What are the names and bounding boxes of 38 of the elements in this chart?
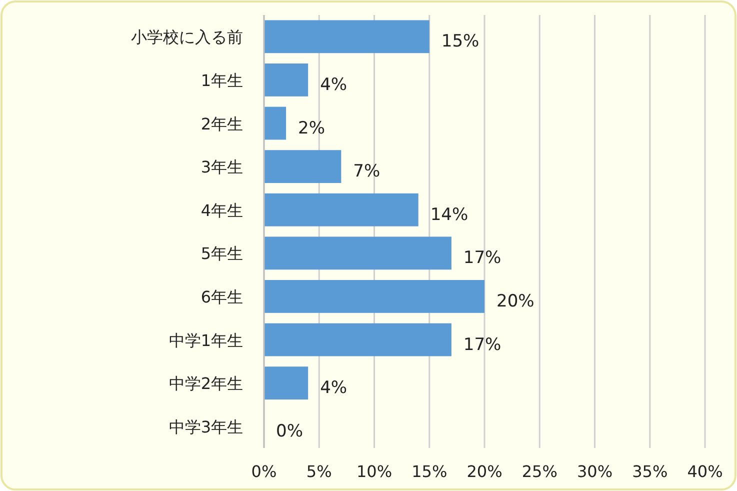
- data-label: 2%: [298, 118, 326, 138]
- data-label: 0%: [276, 421, 303, 442]
- bar: [264, 193, 418, 226]
- y-tick-label: 中学2年生: [168, 374, 243, 394]
- bar: [264, 63, 308, 96]
- y-tick-label: 中学3年生: [168, 417, 243, 436]
- x-tick-label: 5%: [306, 462, 332, 481]
- x-tick-label: 30%: [576, 462, 613, 481]
- data-label: 17%: [463, 334, 502, 355]
- x-tick-label: 0%: [251, 462, 277, 481]
- y-tick-label: 小学校に入る前: [131, 28, 243, 47]
- data-label: 4%: [320, 74, 348, 95]
- y-tick-label: 2年生: [200, 114, 243, 134]
- x-tick-label: 20%: [466, 462, 502, 481]
- y-tick-label: 6年生: [200, 287, 243, 306]
- data-label: 4%: [320, 378, 348, 398]
- y-tick-label: 中学1年生: [168, 330, 243, 350]
- y-tick-label: 4年生: [200, 200, 243, 220]
- bar: [264, 366, 308, 400]
- x-tick-label: 25%: [522, 462, 558, 481]
- bar: [264, 323, 452, 356]
- bar: [264, 236, 452, 270]
- data-label: 7%: [353, 162, 380, 182]
- data-label: 20%: [496, 291, 534, 312]
- x-tick-label: 40%: [687, 462, 723, 481]
- y-tick-label: 1年生: [200, 70, 243, 90]
- data-label: 15%: [441, 32, 480, 52]
- x-tick-label: 10%: [356, 462, 392, 481]
- bar: [264, 106, 286, 140]
- y-tick-label: 5年生: [200, 244, 243, 264]
- data-label: 17%: [463, 248, 502, 268]
- bar: [264, 20, 430, 54]
- bar: [264, 150, 342, 184]
- x-tick-label: 35%: [632, 462, 668, 481]
- y-tick-label: 3年生: [200, 158, 243, 177]
- bar: [264, 280, 484, 313]
- x-tick-label: 15%: [412, 462, 448, 481]
- data-label: 14%: [430, 204, 468, 225]
